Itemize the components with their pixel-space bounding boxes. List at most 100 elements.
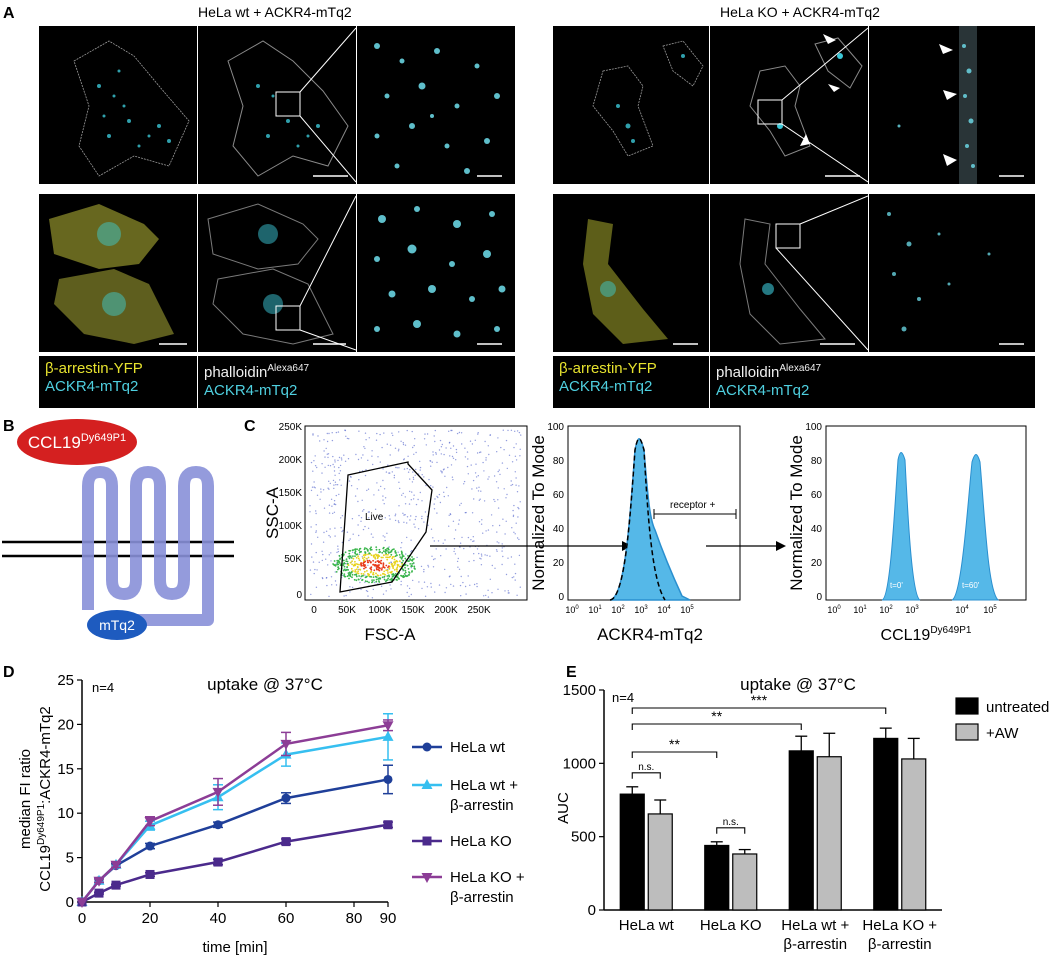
series-2: [77, 820, 393, 907]
scatter-dot: [340, 457, 343, 459]
ns-bracket: [716, 827, 746, 834]
scatter-dot: [335, 584, 338, 586]
scatter-dot: [329, 528, 331, 530]
scatter-dot-dense: [342, 564, 345, 566]
scatter-dot: [438, 584, 441, 586]
scatter-dot: [452, 479, 454, 481]
scatter-dot-dense: [356, 563, 359, 566]
scatter-dot-dense: [362, 574, 364, 577]
scatter-dot: [453, 538, 456, 540]
scatter-dot-dense: [348, 549, 350, 552]
chart-title: uptake @ 37°C: [740, 675, 856, 694]
scatter-dot: [430, 528, 433, 530]
scatter-dot: [423, 581, 426, 583]
y-tick-label: 10: [57, 805, 74, 822]
scatter-dot: [507, 557, 509, 559]
scatter-dot-dense: [358, 551, 361, 554]
category-label: HeLa KO: [700, 917, 762, 934]
scatter-dot: [514, 563, 516, 565]
scatter-dot: [396, 467, 398, 469]
scatter-dot: [333, 500, 336, 502]
scatter-dot: [515, 477, 517, 479]
scatter-dot: [443, 453, 445, 456]
scatter-dot: [448, 430, 450, 432]
scatter-dot: [407, 471, 410, 473]
scatter-dot: [459, 504, 461, 506]
category-label: HeLa wt: [619, 917, 675, 934]
scatter-dot: [367, 564, 369, 566]
scatter-dot: [355, 453, 357, 456]
scatter-dot: [364, 525, 366, 528]
data-point: [144, 817, 156, 828]
scatter-dot: [349, 476, 352, 478]
scatter-dot: [477, 475, 479, 477]
scatter-dot: [505, 497, 507, 499]
data-point: [382, 730, 394, 741]
micrograph-ko-zoom-bottom: [869, 194, 1035, 352]
scatter-dot: [409, 478, 411, 480]
scatter-dot: [480, 558, 482, 560]
data-point: [94, 888, 104, 898]
scatter-dot: [374, 508, 377, 510]
scatter-dot: [467, 473, 469, 475]
scatter-dot-dense: [385, 552, 387, 555]
scatter-dot-dense: [400, 550, 403, 553]
scatter-dot: [473, 498, 475, 500]
panel-a-title-wt: HeLa wt + ACKR4-mTq2: [198, 4, 352, 20]
scatter-dot-dense: [336, 559, 339, 562]
svg-text:105: 105: [680, 605, 694, 615]
scatter-dot: [480, 523, 483, 525]
scatter-dot: [319, 440, 321, 442]
legend-label-phalloidin-sup: Alexa647: [267, 363, 310, 374]
scatter-dot: [327, 456, 329, 459]
scatter-dot: [359, 581, 361, 584]
scatter-dot-dense: [355, 574, 358, 576]
legend-swatch: [955, 723, 979, 741]
scatter-dot: [362, 454, 364, 456]
scatter-dot: [321, 550, 323, 552]
scatter-dot-dense: [337, 566, 340, 569]
scatter-dot: [386, 532, 388, 534]
scatter-dot: [504, 533, 506, 535]
scatter-dot: [389, 472, 391, 474]
scatter-dot-dense: [362, 557, 364, 560]
scatter-dot: [386, 568, 389, 571]
scatter-dot: [493, 475, 496, 477]
scatter-dot: [333, 484, 335, 486]
scatter-dot: [383, 577, 385, 579]
svg-text:103: 103: [634, 605, 648, 615]
scatter-dot: [397, 520, 400, 522]
scatter-dot-dense: [401, 554, 404, 556]
scatter-dot: [425, 444, 427, 446]
scatter-dot: [473, 559, 475, 562]
scatter-dot: [490, 514, 493, 516]
scatter-dot: [444, 475, 446, 477]
scatter-dot: [309, 569, 312, 571]
scatter-dot: [333, 487, 335, 490]
scatter-dot: [364, 447, 366, 450]
scatter-dot: [334, 571, 336, 573]
scatter-dot: [402, 442, 404, 444]
scatter-dot: [425, 484, 427, 487]
scatter-dot-dense: [363, 556, 366, 559]
scatter-dot-dense: [363, 570, 366, 573]
scatter-dot: [455, 459, 457, 461]
scatter-dot: [480, 553, 483, 555]
scatter-dot: [382, 499, 384, 501]
scatter-dot: [325, 530, 328, 532]
scatter-dot: [326, 432, 328, 435]
x-axis-label: time [min]: [202, 939, 267, 956]
scatter-dot: [471, 512, 474, 514]
scatter-dot-dense: [396, 575, 399, 578]
scatter-dot-dense: [378, 548, 381, 551]
scatter-dot: [441, 443, 443, 446]
scatter-dot: [423, 568, 425, 571]
scatter-dot: [417, 528, 420, 530]
scatter-dot: [472, 540, 474, 543]
scatter-dot: [325, 577, 328, 579]
scatter-dot: [382, 495, 384, 497]
scatter-dot-dense: [374, 561, 377, 563]
scatter-dot: [423, 521, 425, 523]
scatter-dot: [357, 458, 360, 461]
scatter-dot-dense: [385, 556, 387, 559]
